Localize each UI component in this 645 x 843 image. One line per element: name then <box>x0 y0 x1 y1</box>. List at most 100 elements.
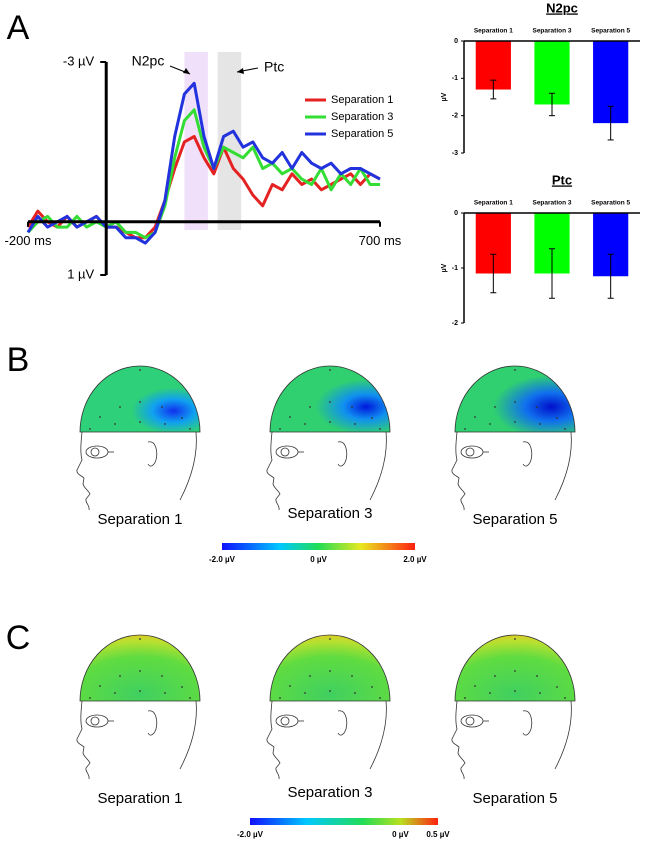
colorbar-tick-label: 0.5 µV <box>426 830 450 839</box>
annotation: Ptc <box>264 59 284 75</box>
category-label: Separation 5 <box>591 28 630 35</box>
electrode <box>181 686 183 688</box>
electrode <box>354 692 356 694</box>
electrode <box>164 423 166 425</box>
electrode <box>514 638 516 640</box>
arrow-head <box>237 68 244 74</box>
y-axis-label: µV <box>441 263 448 272</box>
electrode <box>164 692 166 694</box>
electrode <box>161 675 163 677</box>
scalp-map <box>269 634 391 702</box>
face-outline <box>266 700 387 780</box>
head <box>266 365 391 511</box>
face-outline <box>451 700 572 780</box>
window-shade <box>217 52 242 230</box>
colorbar-tick-label: -2.0 µV <box>237 830 264 839</box>
electrode <box>539 423 541 425</box>
x-tick-label: -200 ms <box>5 233 52 248</box>
electrode <box>351 675 353 677</box>
category-label: Separation 3 <box>532 28 571 35</box>
electrode <box>139 401 141 403</box>
electrode <box>189 697 191 699</box>
electrode <box>89 697 91 699</box>
y-tick-label: 0 <box>454 210 458 217</box>
y-tick-label: -2 <box>452 320 458 327</box>
electrode <box>539 692 541 694</box>
y-axis-label: µV <box>441 92 448 101</box>
electrode <box>329 421 331 423</box>
scalp-map <box>269 365 391 433</box>
head <box>76 634 201 780</box>
electrode <box>304 423 306 425</box>
electrode <box>556 417 558 419</box>
y-tick-label: 1 µV <box>67 266 94 281</box>
electrode <box>489 423 491 425</box>
electrode <box>514 690 516 692</box>
electrode <box>114 423 116 425</box>
x-tick-label: 700 ms <box>359 233 402 248</box>
electrode <box>474 416 476 418</box>
electrode <box>371 417 373 419</box>
electrode <box>514 369 516 371</box>
legend-label: Separation 3 <box>331 111 393 123</box>
category-label: Separation 3 <box>532 200 571 207</box>
colorbar-tick-label: 0 µV <box>310 555 327 564</box>
panel-label: B <box>7 341 30 379</box>
electrode <box>139 638 141 640</box>
electrode <box>489 692 491 694</box>
electrode <box>494 675 496 677</box>
y-tick-label: -3 <box>452 150 458 157</box>
condition-label: Separation 5 <box>472 790 557 807</box>
electrode <box>329 638 331 640</box>
electrode <box>99 416 101 418</box>
electrode <box>536 406 538 408</box>
electrode <box>474 685 476 687</box>
electrode <box>514 670 516 672</box>
bar-title: N2pc <box>546 0 578 15</box>
electrode <box>99 685 101 687</box>
electrode <box>139 670 141 672</box>
condition-label: Separation 3 <box>287 784 372 801</box>
y-tick-label: -1 <box>452 75 458 82</box>
electrode <box>181 417 183 419</box>
electrode <box>564 428 566 430</box>
arrow-head <box>183 68 190 74</box>
condition-label: Separation 1 <box>97 790 182 807</box>
y-tick-label: 0 <box>454 38 458 45</box>
electrode <box>279 428 281 430</box>
electrode <box>379 428 381 430</box>
electrode <box>139 421 141 423</box>
face-outline <box>451 431 572 511</box>
electrode <box>189 428 191 430</box>
y-tick-label: -3 µV <box>63 53 95 68</box>
face-outline <box>266 431 387 511</box>
colorbar <box>250 818 438 825</box>
y-tick-label: -1 <box>452 265 458 272</box>
electrode <box>329 369 331 371</box>
scalp-map <box>79 365 201 433</box>
face-outline <box>76 431 197 511</box>
electrode <box>139 369 141 371</box>
head <box>266 634 391 780</box>
electrode <box>114 692 116 694</box>
panel-label: C <box>6 619 31 657</box>
electrode <box>564 697 566 699</box>
electrode <box>351 406 353 408</box>
category-label: Separation 1 <box>474 200 513 207</box>
electrode <box>279 697 281 699</box>
electrode <box>161 406 163 408</box>
electrode <box>536 675 538 677</box>
electrode <box>119 406 121 408</box>
head <box>76 365 201 511</box>
panel-label: A <box>7 9 30 47</box>
legend-label: Separation 1 <box>331 94 393 106</box>
electrode <box>371 686 373 688</box>
face-outline <box>76 700 197 780</box>
electrode <box>139 690 141 692</box>
electrode <box>89 428 91 430</box>
electrode <box>329 670 331 672</box>
condition-label: Separation 5 <box>472 511 557 528</box>
electrode <box>354 423 356 425</box>
electrode <box>329 690 331 692</box>
